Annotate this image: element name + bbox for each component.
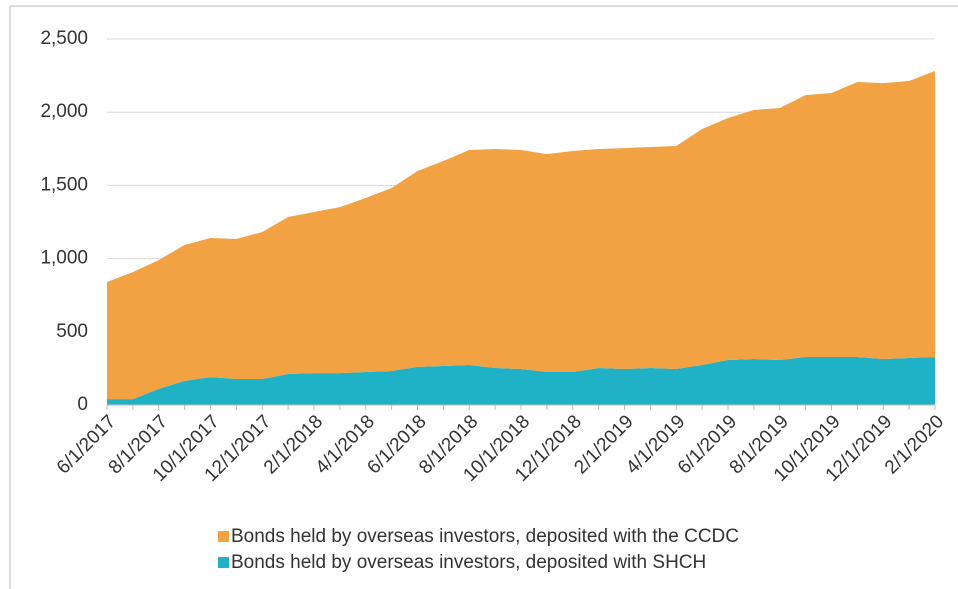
legend-swatch xyxy=(218,557,229,568)
y-tick-label: 0 xyxy=(77,394,88,415)
area xyxy=(107,71,935,400)
legend-swatch xyxy=(218,531,229,542)
y-tick-label: 500 xyxy=(56,321,88,342)
y-tick-label: 1,000 xyxy=(40,248,88,269)
area xyxy=(107,356,935,405)
legend-label: Bonds held by overseas investors, deposi… xyxy=(231,552,706,573)
y-tick-label: 2,000 xyxy=(40,101,88,122)
y-tick-label: 2,500 xyxy=(40,28,88,49)
legend-label: Bonds held by overseas investors, deposi… xyxy=(231,526,739,547)
y-tick-label: 1,500 xyxy=(40,174,88,195)
